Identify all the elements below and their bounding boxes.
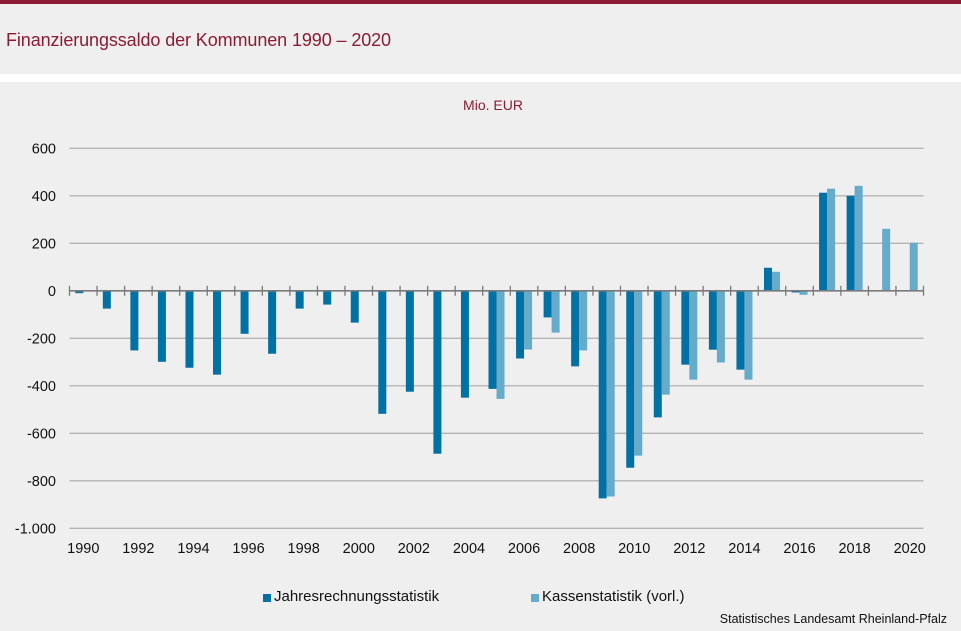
bar-kasse-2009 xyxy=(606,290,615,497)
bar-jahresrechnung-1994 xyxy=(185,290,194,368)
x-tick-label: 1998 xyxy=(288,541,320,557)
bar-kasse-2018 xyxy=(854,185,863,291)
x-tick-label: 1994 xyxy=(177,541,209,557)
header-band: Finanzierungssaldo der Kommunen 1990 – 2… xyxy=(0,4,961,74)
legend-swatch-light xyxy=(531,593,539,602)
bar-jahresrechnung-1998 xyxy=(295,290,304,309)
bar-jahresrechnung-2002 xyxy=(405,290,414,392)
bar-jahresrechnung-2009 xyxy=(598,290,607,499)
y-tick-label: -400 xyxy=(27,379,56,395)
x-tick-label: 2008 xyxy=(563,541,595,557)
bar-jahresrechnung-1997 xyxy=(268,290,277,354)
bar-jahresrechnung-2015 xyxy=(763,267,772,291)
bar-jahresrechnung-1993 xyxy=(157,290,166,362)
bar-jahresrechnung-1991 xyxy=(102,290,111,309)
legend-item-kassenstatistik: Kassenstatistik (vorl.) xyxy=(531,588,685,605)
bar-jahresrechnung-1990 xyxy=(75,290,84,294)
bar-kasse-2014 xyxy=(744,290,753,380)
y-tick-label: -600 xyxy=(27,426,56,442)
x-tick-label: 1996 xyxy=(232,541,264,557)
bar-kasse-2005 xyxy=(496,290,505,399)
x-tick-label: 1992 xyxy=(122,541,154,557)
x-tick-label: 2014 xyxy=(728,541,760,557)
bar-jahresrechnung-2004 xyxy=(460,290,469,398)
x-axis xyxy=(68,285,925,296)
x-tick-label: 2004 xyxy=(453,541,485,557)
bar-kasse-2019 xyxy=(882,228,891,291)
bar-kasse-2016 xyxy=(799,290,808,295)
x-tick-label: 2016 xyxy=(783,541,815,557)
x-tick-label: 2020 xyxy=(894,541,926,557)
x-tick-label: 2002 xyxy=(398,541,430,557)
bar-kasse-2011 xyxy=(661,290,670,395)
bar-jahresrechnung-2012 xyxy=(681,290,690,365)
legend-swatch-dark xyxy=(263,593,271,602)
bar-jahresrechnung-2017 xyxy=(819,192,828,291)
y-tick-label: -1.000 xyxy=(15,521,56,537)
x-tick-label: 2006 xyxy=(508,541,540,557)
x-axis-labels: 1990 1992 1994 1996 1998 2000 2002 2004 2006 2008… xyxy=(67,541,926,557)
bar-kasse-2010 xyxy=(634,290,643,456)
bar-jahresrechnung-2011 xyxy=(653,290,662,418)
y-axis-labels: 600 400 200 0 -200 -400 -600 -800 -1.000 xyxy=(15,141,56,537)
bar-jahresrechnung-2005 xyxy=(488,290,497,389)
y-tick-label: -800 xyxy=(27,474,56,490)
x-tick-label: 2000 xyxy=(343,541,375,557)
unit-label: Mio. EUR xyxy=(463,97,523,113)
bar-jahresrechnung-1996 xyxy=(240,290,249,334)
bar-jahresrechnung-2006 xyxy=(516,290,525,359)
bar-jahresrechnung-1995 xyxy=(213,290,222,375)
y-tick-label: 400 xyxy=(32,189,56,205)
bar-jahresrechnung-1999 xyxy=(323,290,332,305)
legend-label: Kassenstatistik (vorl.) xyxy=(542,588,685,605)
bar-jahresrechnung-2018 xyxy=(846,195,855,291)
bar-kasse-2008 xyxy=(579,290,588,351)
top-accent-stripe xyxy=(0,0,961,4)
bar-jahresrechnung-2013 xyxy=(708,290,717,350)
legend-item-jahresrechnungsstatistik: Jahresrechnungsstatistik xyxy=(263,588,439,605)
bar-jahresrechnung-2010 xyxy=(626,290,635,468)
bar-kasse-2017 xyxy=(827,188,836,291)
y-tick-label: 600 xyxy=(32,141,56,157)
page-title: Finanzierungssaldo der Kommunen 1990 – 2… xyxy=(6,30,391,50)
bar-jahresrechnung-2001 xyxy=(378,290,387,414)
bar-jahresrechnung-2016 xyxy=(791,290,800,293)
bar-kasse-2013 xyxy=(716,290,725,363)
legend-label: Jahresrechnungsstatistik xyxy=(274,588,440,605)
source-note: Statistisches Landesamt Rheinland-Pfalz xyxy=(719,612,947,626)
bar-kasse-2012 xyxy=(689,290,698,380)
bars xyxy=(75,185,918,499)
y-tick-label: -200 xyxy=(27,331,56,347)
bar-jahresrechnung-2007 xyxy=(543,290,552,318)
bar-jahresrechnung-2014 xyxy=(736,290,745,370)
bar-kasse-2006 xyxy=(524,290,533,350)
bar-jahresrechnung-2008 xyxy=(571,290,580,367)
x-tick-label: 2010 xyxy=(618,541,650,557)
x-tick-label: 1990 xyxy=(67,541,99,557)
bar-jahresrechnung-2003 xyxy=(433,290,442,454)
y-tick-label: 200 xyxy=(32,236,56,252)
bar-jahresrechnung-1992 xyxy=(130,290,139,351)
y-tick-label: 0 xyxy=(48,284,56,300)
x-tick-label: 2012 xyxy=(673,541,705,557)
bar-kasse-2015 xyxy=(771,271,780,291)
bar-kasse-2007 xyxy=(551,290,560,333)
bar-kasse-2020 xyxy=(909,242,918,291)
x-tick-label: 2018 xyxy=(838,541,870,557)
bar-jahresrechnung-2000 xyxy=(350,290,359,323)
